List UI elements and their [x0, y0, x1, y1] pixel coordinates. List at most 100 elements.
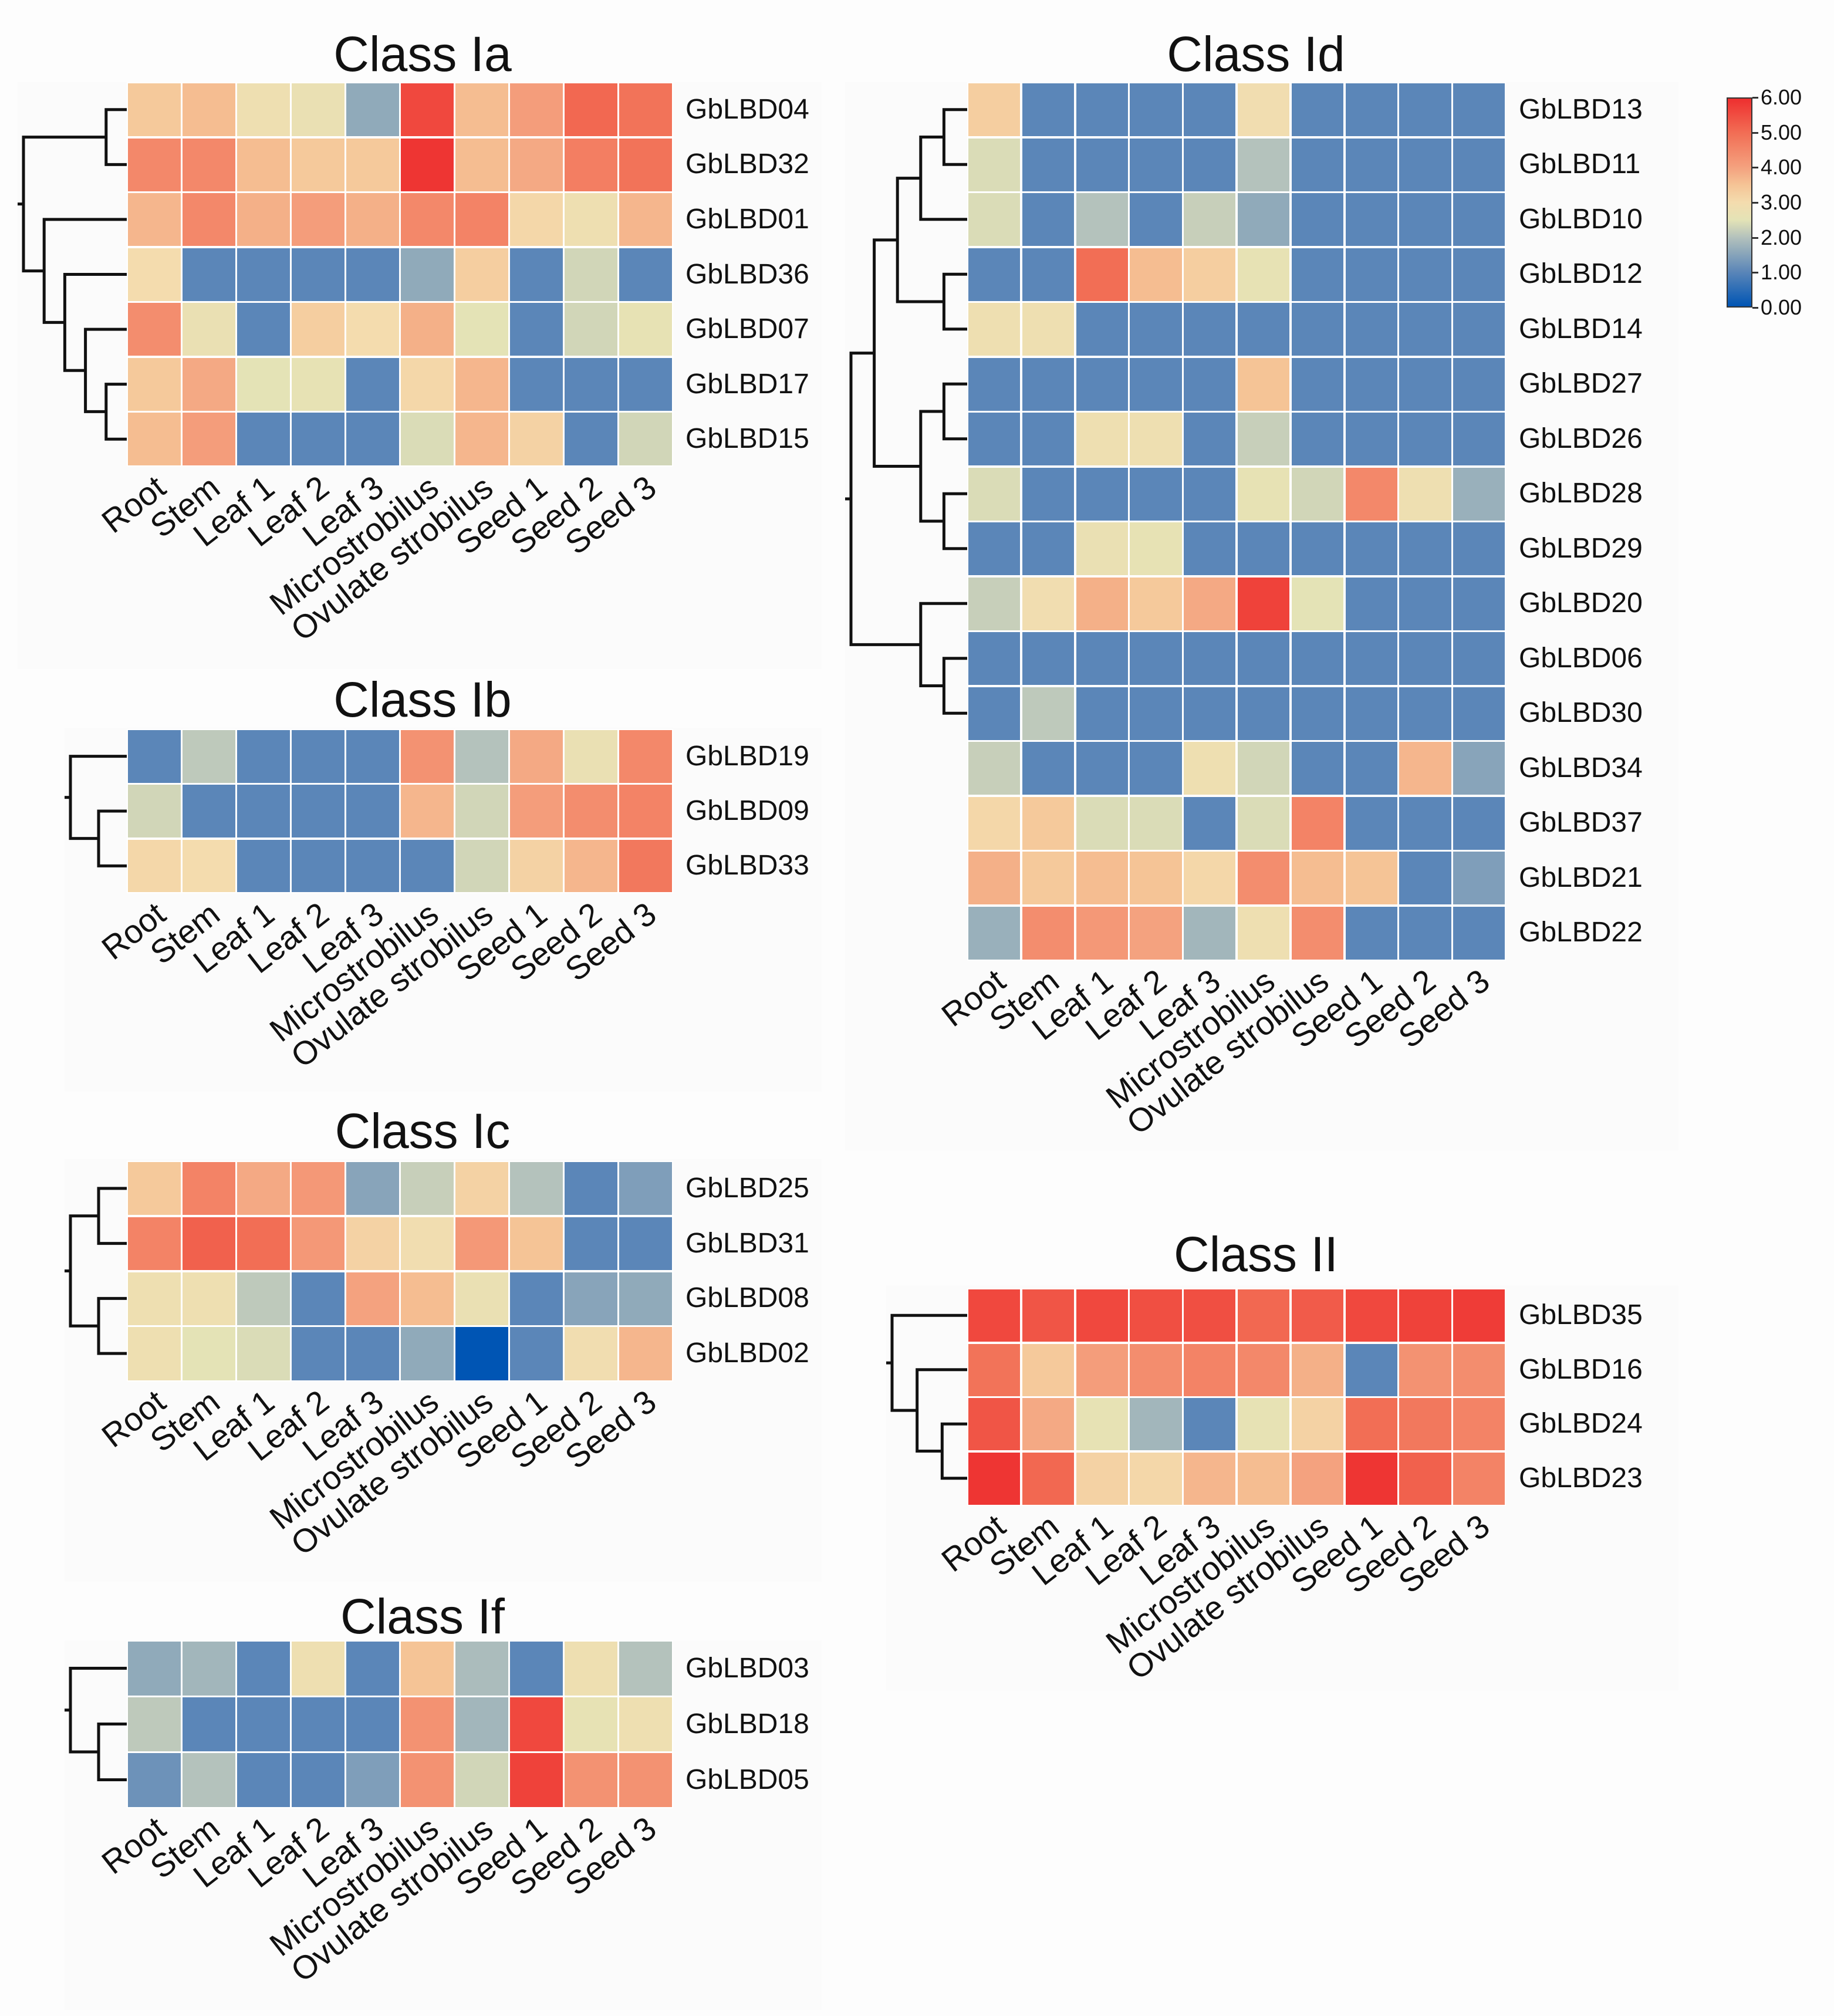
heatmap-cell: [400, 302, 455, 357]
heatmap-cell: [1075, 356, 1129, 412]
colorbar-tick-mark: [1752, 237, 1758, 239]
dendrogram-class-ii: [886, 1313, 967, 1480]
heatmap-cell: [1398, 850, 1453, 906]
row-label: GbLBD18: [685, 1708, 809, 1740]
heatmap-cell: [563, 1326, 619, 1382]
row-label: GbLBD28: [1519, 478, 1643, 509]
heatmap-cell: [127, 1696, 182, 1752]
heatmap-cell: [1021, 576, 1076, 632]
heatmap-cell: [127, 192, 182, 248]
heatmap-cell: [345, 838, 400, 894]
heatmap-cell: [967, 1451, 1022, 1506]
heatmap-cell: [1237, 795, 1291, 851]
colorbar-tick-label: 4.00: [1761, 155, 1802, 180]
row-label: GbLBD30: [1519, 697, 1643, 729]
heatmap-cell: [400, 82, 455, 138]
heatmap-class-ib: [127, 729, 673, 894]
heatmap-cell: [563, 82, 619, 138]
heatmap-cell: [509, 1326, 564, 1382]
heatmap-cell: [454, 192, 509, 248]
heatmap-cell: [1237, 631, 1291, 686]
row-label: GbLBD33: [685, 850, 809, 882]
row-label: GbLBD17: [685, 368, 809, 400]
heatmap-cell: [563, 1215, 619, 1271]
heatmap-class-ic: [127, 1161, 673, 1382]
heatmap-cell: [1021, 795, 1076, 851]
heatmap-cell: [563, 838, 619, 894]
heatmap-cell: [618, 1696, 673, 1752]
heatmap-cell: [1398, 576, 1453, 632]
heatmap-cell: [1237, 905, 1291, 961]
heatmap-cell: [236, 82, 291, 138]
heatmap-cell: [509, 356, 564, 412]
heatmap-cell: [400, 192, 455, 248]
heatmap-cell: [563, 356, 619, 412]
heatmap-cell: [1344, 576, 1399, 632]
dendrogram-branch: [84, 327, 127, 413]
heatmap-cell: [1129, 302, 1183, 357]
heatmap-cell: [291, 1215, 346, 1271]
heatmap-cell: [345, 1215, 400, 1271]
dendrogram-class-id: [845, 108, 967, 715]
heatmap-cell: [1452, 850, 1507, 906]
heatmap-cell: [1021, 356, 1076, 412]
heatmap-cell: [1344, 356, 1399, 412]
heatmap-cell: [967, 1288, 1022, 1343]
heatmap-cell: [1075, 685, 1129, 741]
heatmap-cell: [509, 1271, 564, 1326]
heatmap-cell: [618, 1271, 673, 1326]
heatmap-cell: [400, 729, 455, 784]
heatmap-cell: [618, 356, 673, 412]
heatmap-cell: [181, 1215, 237, 1271]
heatmap-cell: [1237, 576, 1291, 632]
dendrogram-branch: [919, 602, 967, 687]
heatmap-cell: [1021, 411, 1076, 467]
heatmap-cell: [1021, 1288, 1076, 1343]
colorbar-tick-mark: [1752, 97, 1758, 99]
heatmap-cell: [1075, 82, 1129, 137]
heatmap-cell: [345, 246, 400, 302]
heatmap-cell: [181, 356, 237, 412]
heatmap-cell: [1075, 137, 1129, 193]
heatmap-cell: [1129, 1288, 1183, 1343]
heatmap-cell: [454, 246, 509, 302]
heatmap-cell: [236, 137, 291, 193]
heatmap-cell: [1021, 521, 1076, 576]
row-label: GbLBD31: [685, 1227, 809, 1259]
heatmap-cell: [618, 246, 673, 302]
heatmap-cell: [400, 1215, 455, 1271]
heatmap-cell: [563, 246, 619, 302]
heatmap-cell: [1129, 741, 1183, 796]
heatmap-cell: [345, 411, 400, 467]
heatmap-cell: [127, 1640, 182, 1697]
heatmap-cell: [1452, 631, 1507, 686]
heatmap-cell: [1452, 905, 1507, 961]
heatmap-cell: [1237, 850, 1291, 906]
heatmap-cell: [454, 411, 509, 467]
heatmap-cell: [1021, 466, 1076, 522]
heatmap-cell: [1129, 356, 1183, 412]
heatmap-cell: [1290, 1397, 1345, 1451]
heatmap-cell: [509, 1696, 564, 1752]
row-label: GbLBD07: [685, 313, 809, 345]
heatmap-cell: [1452, 1342, 1507, 1397]
heatmap-cell: [1021, 685, 1076, 741]
heatmap-cell: [1237, 466, 1291, 522]
dendrogram-branch: [942, 382, 967, 441]
heatmap-cell: [400, 356, 455, 412]
heatmap-cell: [1398, 741, 1453, 796]
heatmap-cell: [1021, 302, 1076, 357]
heatmap-cell: [1183, 576, 1237, 632]
heatmap-cell: [291, 356, 346, 412]
row-label: GbLBD24: [1519, 1408, 1643, 1440]
heatmap-cell: [1183, 1288, 1237, 1343]
heatmap-cell: [236, 729, 291, 784]
heatmap-cell: [967, 192, 1022, 247]
heatmap-cell: [509, 784, 564, 839]
heatmap-cell: [1452, 302, 1507, 357]
heatmap-cell: [1398, 1451, 1453, 1506]
heatmap-cell: [1344, 466, 1399, 522]
heatmap-cell: [1452, 411, 1507, 467]
heatmap-cell: [1452, 741, 1507, 796]
heatmap-cell: [236, 356, 291, 412]
